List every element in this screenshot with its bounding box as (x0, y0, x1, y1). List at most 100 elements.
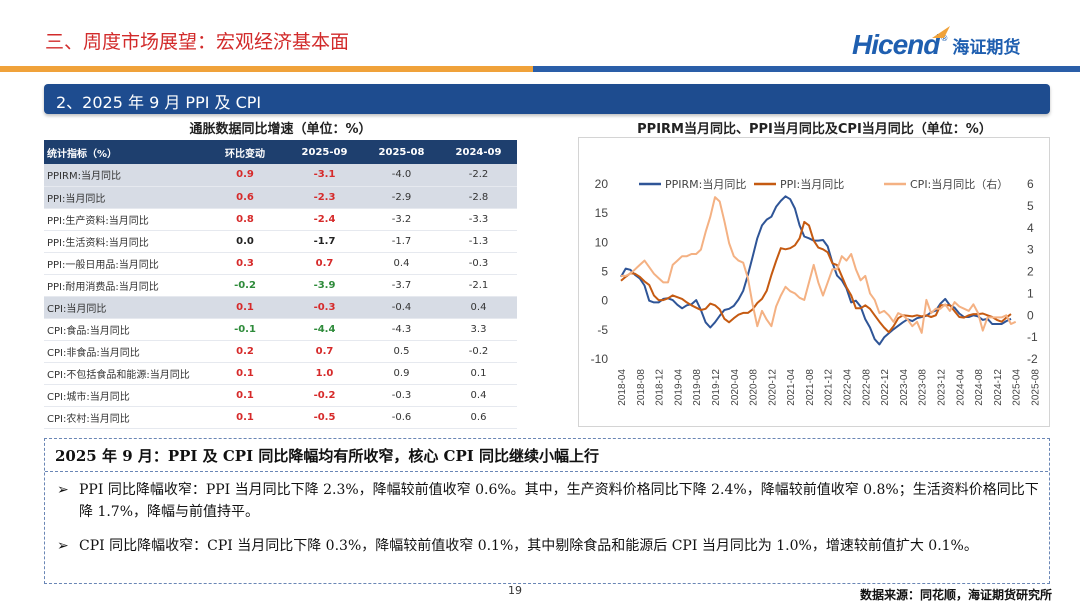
indicator-cell: PPIRM:当月同比 (44, 164, 204, 187)
indicator-cell: PPI:当月同比 (44, 186, 204, 209)
mom-change-cell: 0.1 (204, 384, 286, 407)
summary-box: 2025 年 9 月：PPI 及 CPI 同比降幅均有所收窄，核心 CPI 同比… (44, 438, 1050, 584)
x-tick-label: 2019-04 (673, 369, 684, 406)
mom-change-cell: -0.1 (204, 318, 286, 341)
table-row: CPI:不包括食品和能源:当月同比 0.1 1.0 0.9 0.1 (44, 362, 517, 385)
table-row: PPI:耐用消费品:当月同比 -0.2 -3.9 -3.7 -2.1 (44, 274, 517, 297)
x-tick-label: 2021-12 (824, 369, 835, 406)
table-row: PPI:一般日用品:当月同比 0.3 0.7 0.4 -0.3 (44, 252, 517, 275)
x-tick-label: 2024-04 (955, 369, 966, 406)
logo-wordmark: Hicend (852, 29, 940, 60)
mom-change-cell: -0.2 (204, 274, 286, 297)
value-2024-09-cell: -2.8 (440, 186, 517, 209)
x-tick-label: 2020-12 (767, 369, 778, 406)
band-blue (533, 66, 1080, 72)
table-row: PPI:生产资料:当月同比 0.8 -2.4 -3.2 -3.3 (44, 208, 517, 231)
mom-change-cell: 0.1 (204, 362, 286, 385)
registered-mark: ® (940, 33, 949, 43)
x-tick-label: 2022-12 (880, 369, 891, 406)
value-2025-08-cell: -0.6 (363, 406, 440, 429)
section-title: 2、2025 年 9 月 PPI 及 CPI (56, 93, 262, 112)
indicator-cell: PPI:耐用消费品:当月同比 (44, 274, 204, 297)
x-tick-label: 2025-08 (1031, 369, 1042, 406)
mom-change-cell: 0.2 (204, 340, 286, 363)
mom-change-cell: 0.8 (204, 208, 286, 231)
indicator-cell: PPI:生产资料:当月同比 (44, 208, 204, 231)
logo-arrow-icon (932, 26, 950, 38)
x-tick-label: 2023-04 (899, 369, 910, 406)
value-2024-09-cell: 0.4 (440, 384, 517, 407)
chart-title: PPIRM当月同比、PPI当月同比及CPI当月同比（单位：%） (637, 122, 992, 137)
indicator-cell: CPI:食品:当月同比 (44, 318, 204, 341)
y-left-tick-label: 5 (601, 265, 608, 279)
chart-container: 20 15 10 5 0 -5 -10 6 5 4 3 2 1 0 -1 -2 2018-04 2018-08 20… (578, 137, 1050, 427)
y-left-tick-label: 0 (601, 294, 608, 308)
value-2025-08-cell: -4.0 (363, 164, 440, 187)
data-source-note: 数据来源：同花顺，海证期货研究所 (859, 588, 1052, 602)
value-2025-08-cell: -0.3 (363, 384, 440, 407)
y-right-tick-label: 1 (1027, 286, 1034, 300)
indicator-cell: CPI:当月同比 (44, 296, 204, 319)
page-number: 19 (508, 584, 522, 597)
bullet-arrow-icon: ➢ (57, 482, 69, 498)
x-tick-label: 2021-08 (805, 369, 816, 406)
company-logo: Hicend ® 海证期货 (852, 26, 1020, 62)
mom-change-cell: 0.0 (204, 230, 286, 253)
bullet-arrow-icon: ➢ (57, 538, 69, 554)
x-tick-label: 2021-04 (786, 369, 797, 406)
value-2025-08-cell: -1.7 (363, 230, 440, 253)
value-2025-09-cell: -0.2 (286, 384, 363, 407)
y-left-tick-label: -10 (591, 352, 609, 366)
mom-change-cell: 0.1 (204, 296, 286, 319)
bullet-text: CPI 同比降幅收窄：CPI 当月同比下降 0.3%，降幅较前值收窄 0.1%，… (79, 538, 978, 554)
value-2025-08-cell: -3.2 (363, 208, 440, 231)
x-tick-label: 2018-12 (655, 369, 666, 406)
indicator-cell: CPI:城市:当月同比 (44, 384, 204, 407)
value-2024-09-cell: -1.3 (440, 230, 517, 253)
table-body: PPIRM:当月同比 0.9 -3.1 -4.0 -2.2 PPI:当月同比 0.6 -2.3… (44, 164, 517, 429)
mom-change-cell: 0.9 (204, 164, 286, 187)
legend-label-1: PPI:当月同比 (780, 177, 844, 191)
value-2024-09-cell: -0.2 (440, 340, 517, 363)
x-tick-label: 2024-12 (993, 369, 1004, 406)
value-2025-09-cell: -1.7 (286, 230, 363, 253)
column-header: 2024-09 (440, 140, 517, 164)
column-header: 2025-08 (363, 140, 440, 164)
mom-change-cell: 0.1 (204, 406, 286, 429)
table-row: PPI:生活资料:当月同比 0.0 -1.7 -1.7 -1.3 (44, 230, 517, 253)
value-2025-08-cell: -2.9 (363, 186, 440, 209)
summary-divider (45, 471, 1048, 472)
indicator-cell: PPI:一般日用品:当月同比 (44, 252, 204, 275)
series-line-2 (621, 196, 1017, 334)
value-2025-08-cell: 0.5 (363, 340, 440, 363)
value-2025-09-cell: 0.7 (286, 252, 363, 275)
value-2024-09-cell: -0.3 (440, 252, 517, 275)
y-right-tick-label: 4 (1027, 221, 1034, 235)
x-tick-label: 2020-08 (749, 369, 760, 406)
table-row: CPI:城市:当月同比 0.1 -0.2 -0.3 0.4 (44, 384, 517, 407)
table-row: CPI:非食品:当月同比 0.2 0.7 0.5 -0.2 (44, 340, 517, 363)
band-orange (0, 66, 533, 72)
value-2025-09-cell: -3.9 (286, 274, 363, 297)
x-tick-label: 2025-04 (1012, 369, 1023, 406)
indicator-cell: CPI:不包括食品和能源:当月同比 (44, 362, 204, 385)
value-2025-08-cell: -0.4 (363, 296, 440, 319)
y-right-tick-label: 2 (1027, 265, 1034, 279)
x-tick-label: 2019-08 (692, 369, 703, 406)
summary-heading: 2025 年 9 月：PPI 及 CPI 同比降幅均有所收窄，核心 CPI 同比… (55, 447, 600, 465)
y-right-tick-label: -2 (1027, 352, 1038, 366)
value-2025-09-cell: -0.5 (286, 406, 363, 429)
y-left-tick-label: -5 (597, 323, 608, 337)
mom-change-cell: 0.3 (204, 252, 286, 275)
y-right-tick-label: 3 (1027, 243, 1034, 257)
series-line-0 (620, 195, 1012, 346)
value-2025-09-cell: 0.7 (286, 340, 363, 363)
value-2025-08-cell: 0.4 (363, 252, 440, 275)
x-tick-label: 2023-12 (937, 369, 948, 406)
y-right-tick-label: -1 (1027, 330, 1038, 344)
legend-label-0: PPIRM:当月同比 (665, 177, 746, 191)
value-2025-08-cell: 0.9 (363, 362, 440, 385)
value-2025-09-cell: -0.3 (286, 296, 363, 319)
mom-change-cell: 0.6 (204, 186, 286, 209)
